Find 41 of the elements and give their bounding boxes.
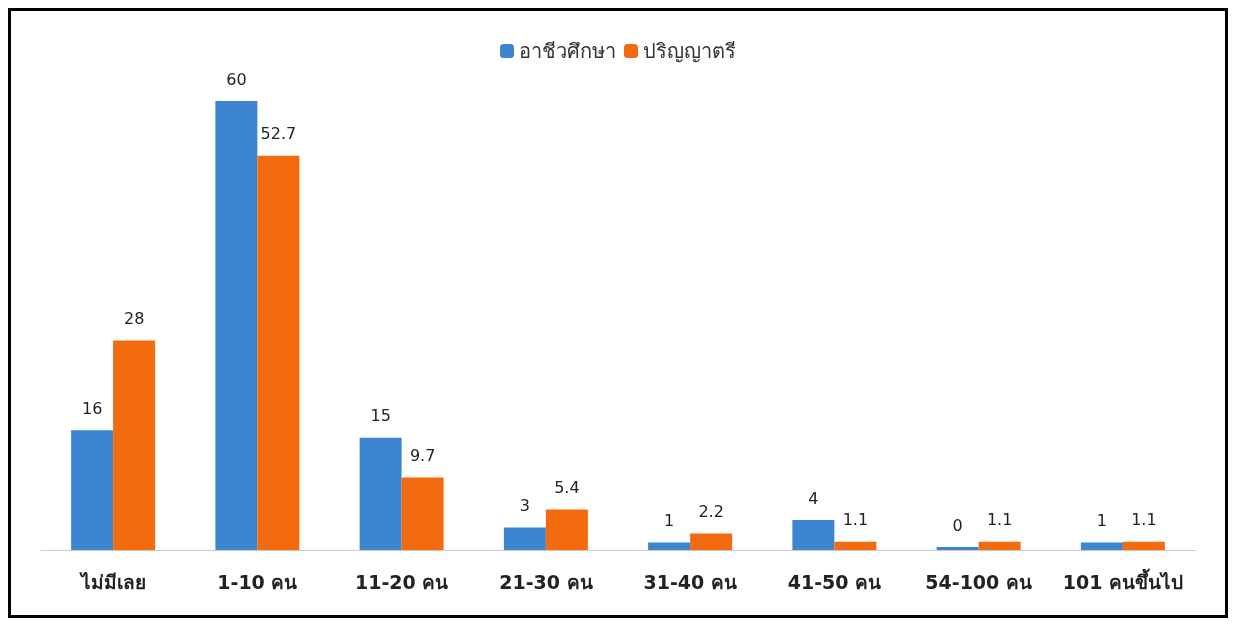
data-label: 1.1 [842,510,869,530]
bar [545,509,588,550]
data-label: 15 [370,406,391,426]
data-label: 3 [519,496,530,516]
legend-label: อาชีวศึกษา [519,39,616,63]
bar [113,340,156,550]
bar [401,477,444,550]
x-tick-label: 21-30 คน [499,570,593,593]
bar [978,541,1021,550]
bar [834,541,877,550]
bar [690,533,733,550]
data-label: 16 [81,398,103,418]
bar [71,430,114,550]
data-label: 1.1 [986,510,1013,530]
bar [503,527,546,550]
bar [359,437,402,550]
data-label: 60 [226,69,247,89]
data-label: 5.4 [554,478,580,498]
bar [648,542,691,550]
data-label: 2.2 [698,502,724,522]
data-label: 4 [808,488,819,508]
data-label: 0 [952,515,963,535]
data-label: 1 [1096,511,1107,531]
data-label: 9.7 [409,445,436,465]
data-label: 52.7 [260,124,297,144]
x-tick-label: 101 คนขึ้นไป [1062,567,1184,593]
x-tick-label: ไม่มีเลย [78,570,146,593]
x-tick-label: 54-100 คน [925,570,1032,593]
x-tick-label: 31-40 คน [643,570,737,593]
legend-label: ปริญญาตรี [643,39,736,63]
data-label: 1 [664,511,675,531]
data-label: 28 [123,308,145,328]
bar [215,101,258,550]
x-tick-label: 41-50 คน [787,570,882,593]
bar [1080,542,1123,550]
x-tick-label: 11-20 คน [354,570,449,593]
x-tick-label: 1-10 คน [217,570,298,593]
bar [1122,541,1165,550]
bar [792,520,835,550]
data-label: 1.1 [1131,510,1157,530]
bar [257,155,300,550]
